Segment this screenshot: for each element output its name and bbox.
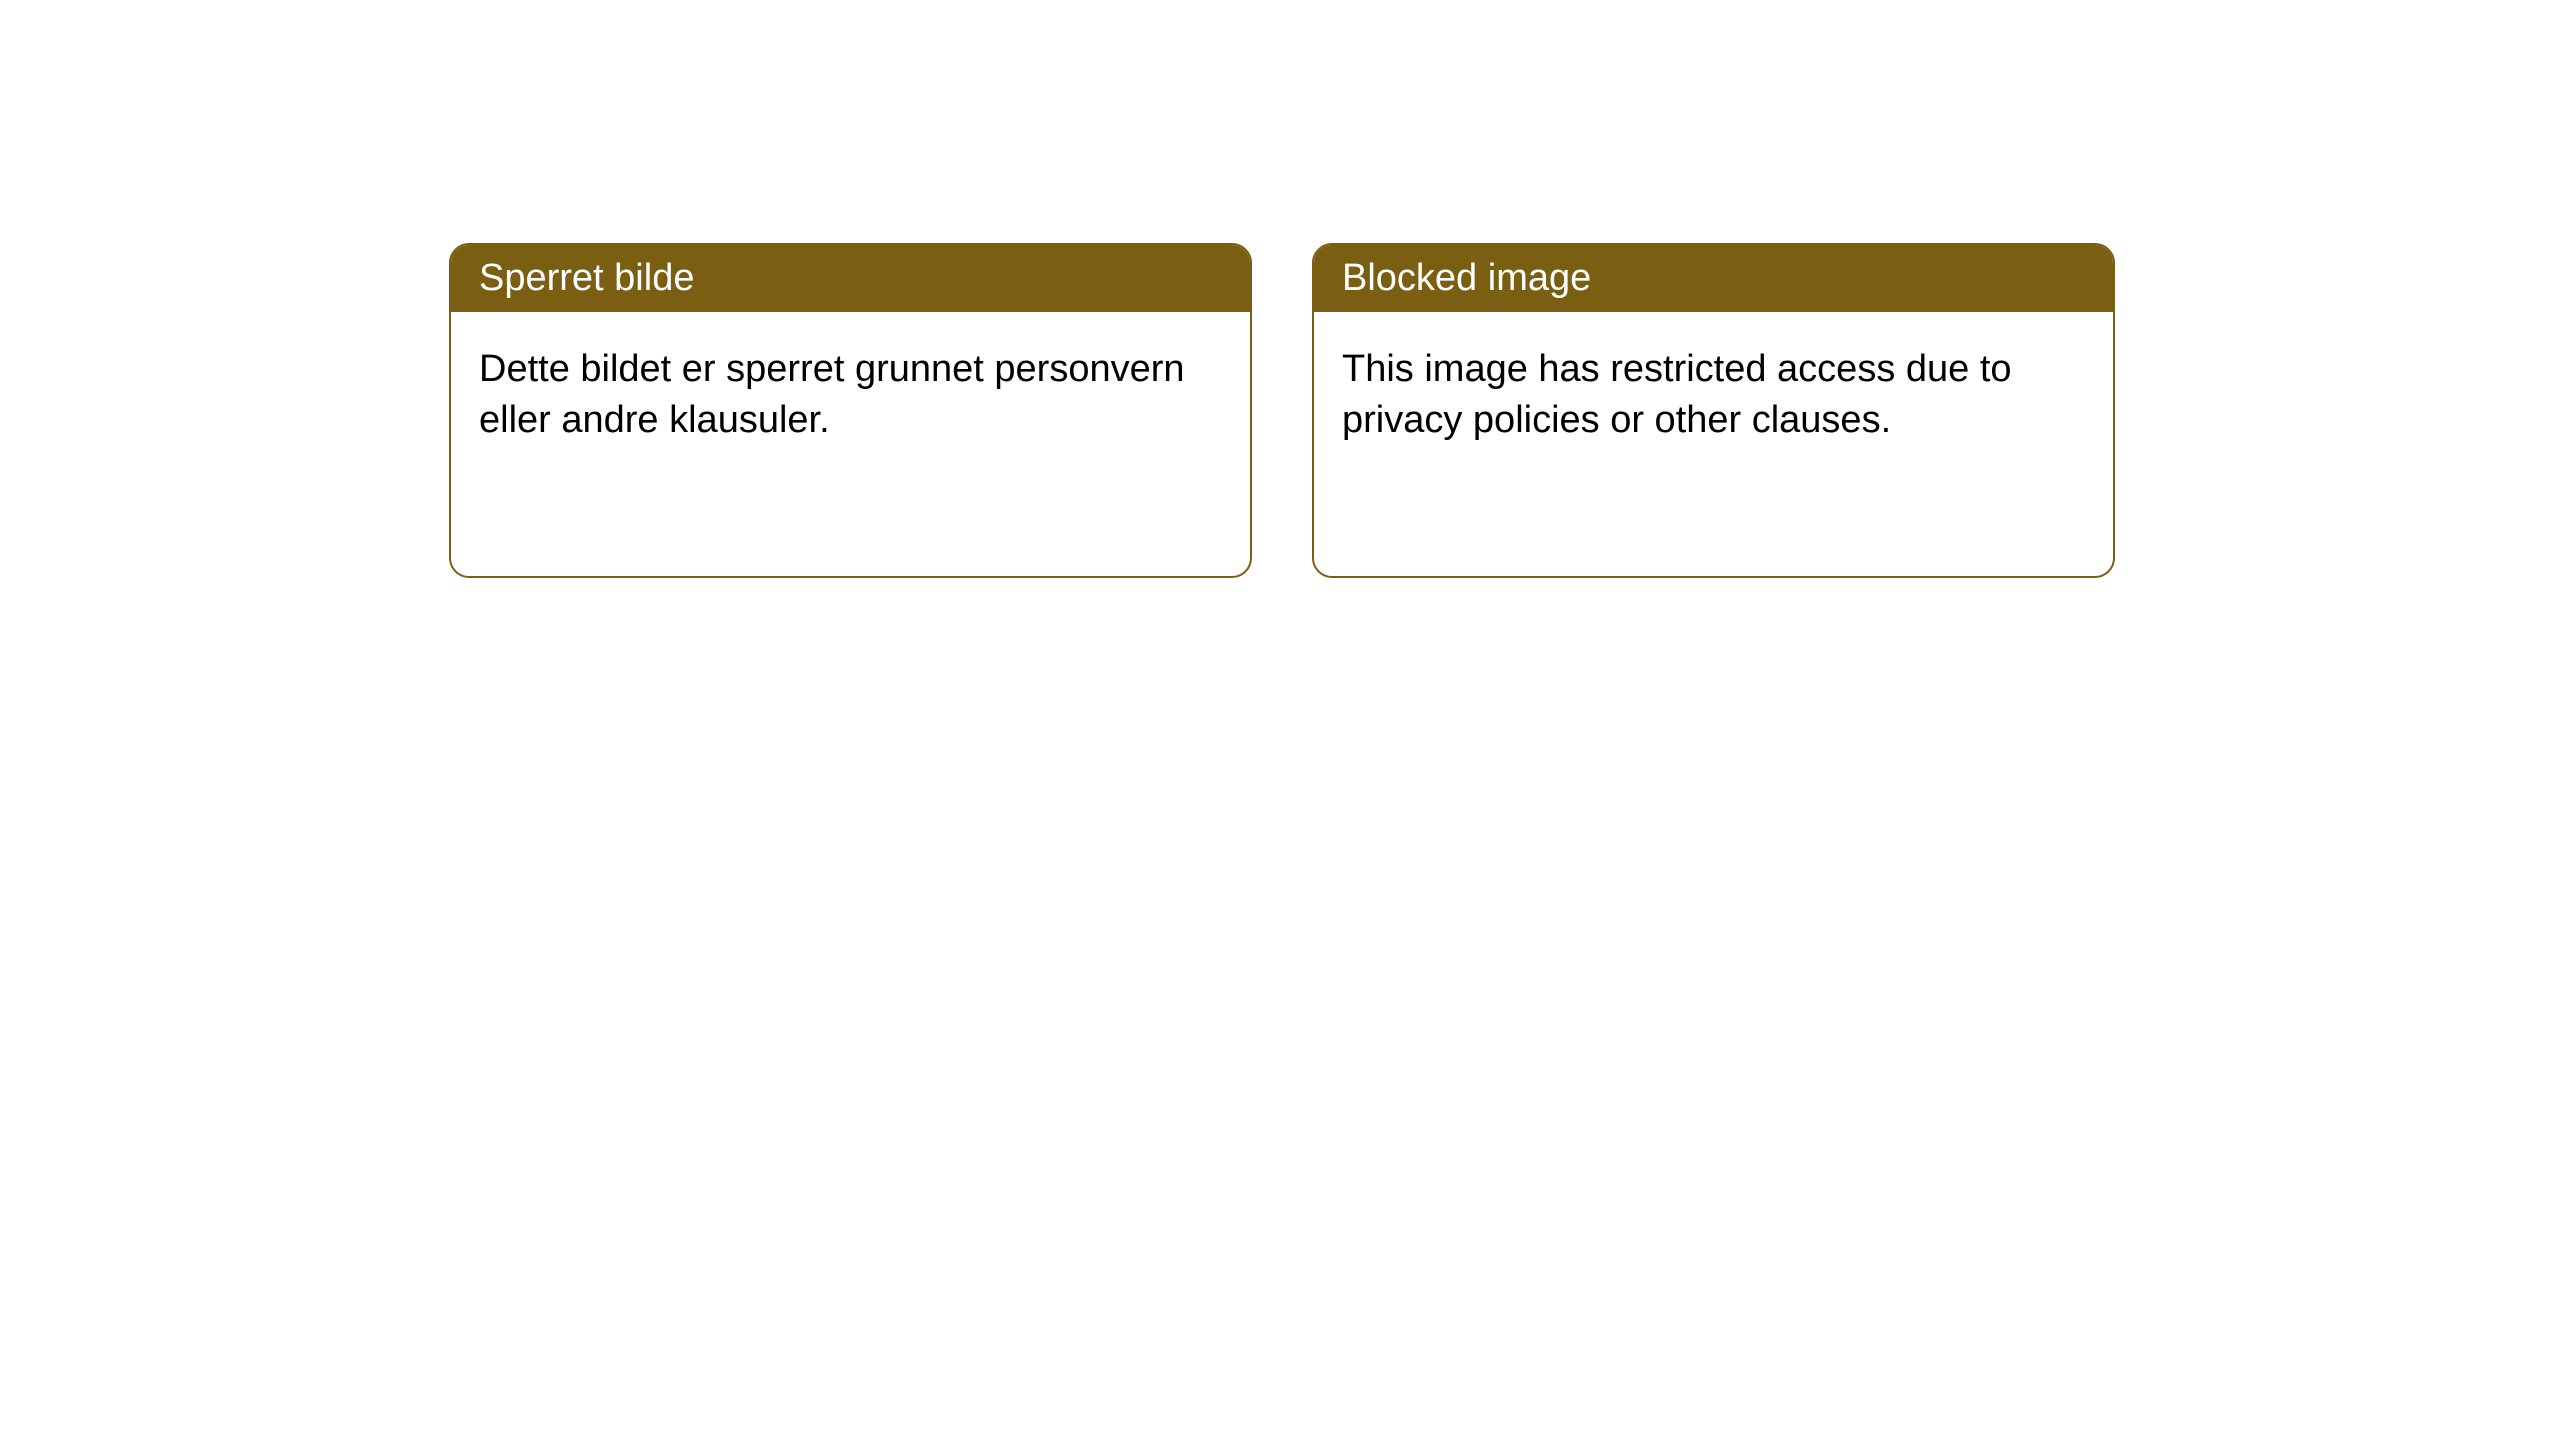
notice-header: Blocked image [1314,245,2113,312]
notice-title: Sperret bilde [479,257,694,299]
notice-header: Sperret bilde [451,245,1250,312]
notice-body: This image has restricted access due to … [1314,312,2113,479]
notice-title: Blocked image [1342,257,1591,299]
notice-body-text: Dette bildet er sperret grunnet personve… [479,348,1185,441]
notice-card-english: Blocked image This image has restricted … [1312,243,2115,578]
notice-body: Dette bildet er sperret grunnet personve… [451,312,1250,479]
notice-body-text: This image has restricted access due to … [1342,348,2012,441]
notice-container: Sperret bilde Dette bildet er sperret gr… [0,0,2560,578]
notice-card-norwegian: Sperret bilde Dette bildet er sperret gr… [449,243,1252,578]
